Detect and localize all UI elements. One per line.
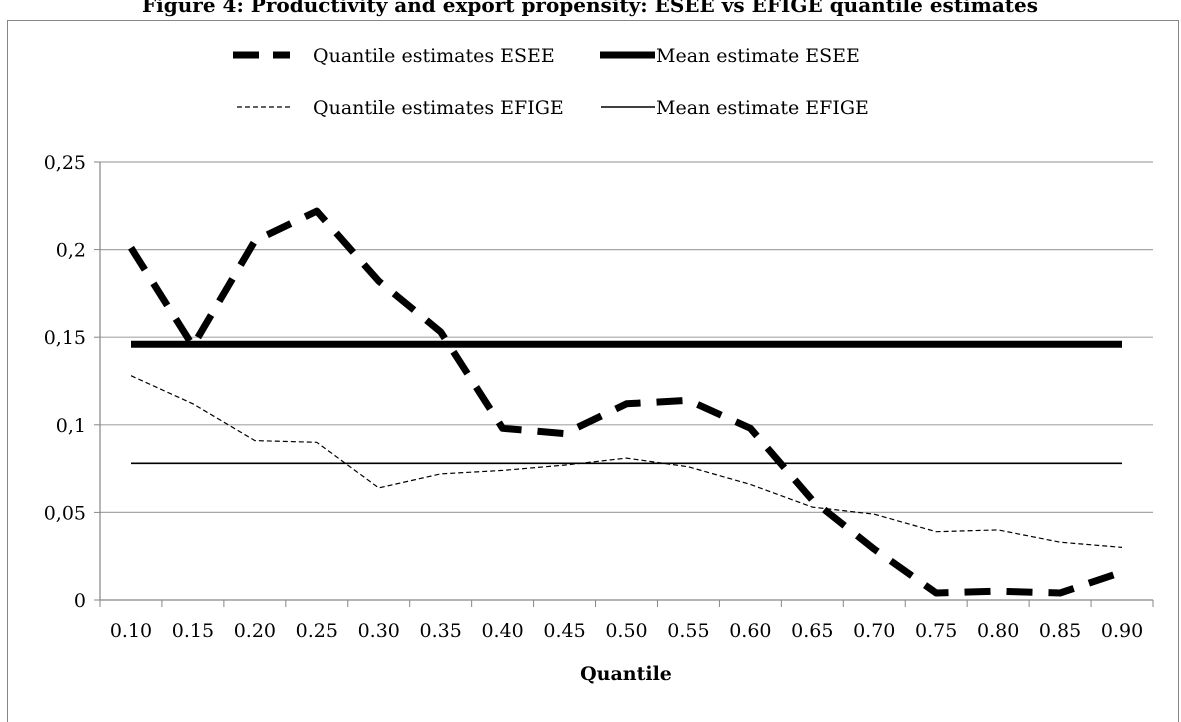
x-tick-label: 0.60 bbox=[729, 620, 771, 642]
gridlines bbox=[100, 161, 1153, 514]
y-tick-label: 0,05 bbox=[44, 502, 86, 524]
y-tick-label: 0,25 bbox=[44, 152, 86, 174]
series-group bbox=[128, 207, 1124, 597]
y-tick-label: 0,1 bbox=[56, 415, 86, 437]
x-tick-label: 0.80 bbox=[977, 620, 1019, 642]
series-line-quantile-estimates-efige bbox=[130, 375, 1123, 548]
x-tick-label: 0.90 bbox=[1101, 620, 1143, 642]
legend: Quantile estimates ESEE Mean estimate ESE… bbox=[233, 45, 869, 119]
x-tick-label: 0.40 bbox=[481, 620, 523, 642]
x-tick-label: 0.45 bbox=[543, 620, 585, 642]
chart-frame bbox=[7, 20, 1179, 722]
y-tick-label: 0,2 bbox=[56, 240, 86, 262]
legend-label: Quantile estimates ESEE bbox=[313, 45, 555, 67]
axes: 0 0,05 0,1 0,15 0,2 0,25 0.10 0.15 0.20 0.25 0.30 0… bbox=[44, 152, 1154, 642]
y-tick-label: 0,15 bbox=[44, 327, 86, 349]
x-tick-label: 0.50 bbox=[605, 620, 647, 642]
x-tick-label: 0.35 bbox=[420, 620, 462, 642]
series-line-quantile-estimates-esee bbox=[128, 207, 1124, 597]
x-tick-label: 0.20 bbox=[234, 620, 276, 642]
x-tick-label: 0.10 bbox=[110, 620, 152, 642]
x-tick-label: 0.15 bbox=[172, 620, 214, 642]
chart-title: Figure 4: Productivity and export propen… bbox=[142, 0, 1038, 17]
legend-label: Quantile estimates EFIGE bbox=[313, 97, 564, 119]
y-tick-label: 0 bbox=[74, 590, 86, 612]
x-tick-label: 0.85 bbox=[1039, 620, 1081, 642]
x-axis-title: Quantile bbox=[580, 663, 672, 685]
x-tick-label: 0.55 bbox=[667, 620, 709, 642]
legend-label: Mean estimate EFIGE bbox=[656, 97, 869, 119]
x-tick-label: 0.65 bbox=[791, 620, 833, 642]
legend-label: Mean estimate ESEE bbox=[656, 45, 860, 67]
x-tick-label: 0.30 bbox=[358, 620, 400, 642]
x-tick-label: 0.70 bbox=[853, 620, 895, 642]
x-tick-label: 0.75 bbox=[915, 620, 957, 642]
x-tick-label: 0.25 bbox=[296, 620, 338, 642]
